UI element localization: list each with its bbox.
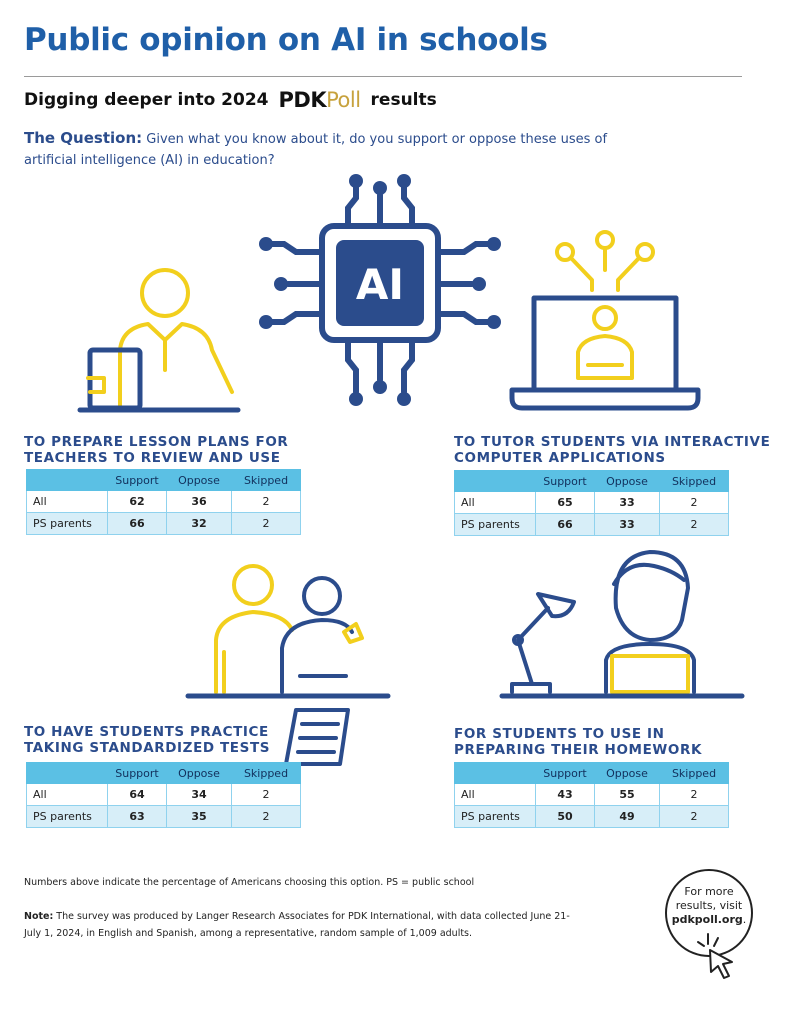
subtitle-text: Digging deeper into 2024 [24, 90, 269, 110]
page-title: Public opinion on AI in schools [24, 22, 548, 58]
pdkpoll-link[interactable]: pdkpoll.org [671, 913, 743, 926]
table-row: PS parents 50 49 2 [454, 805, 729, 828]
table-corner [454, 762, 536, 784]
question-text: Given what you know about it, do you sup… [24, 132, 608, 168]
note-text: The survey was produced by Langer Resear… [24, 911, 570, 939]
results-table-lesson-plans: Support Oppose Skipped All 62 36 2 PS parents… [26, 469, 301, 535]
ai-chip-label: AI [356, 260, 404, 309]
section-heading-tutor: TO TUTOR STUDENTS VIA INTERACTIVE COMPUTE… [454, 434, 771, 466]
survey-note: Note: The survey was produced by Langer … [24, 908, 584, 942]
results-table-homework: Support Oppose Skipped All 43 55 2 PS parents… [454, 762, 729, 828]
more-results-callout[interactable]: For more results, visit pdkpoll.org. [665, 869, 753, 957]
pdk-poll-logo: PDKPoll [278, 88, 362, 112]
section-heading-homework: FOR STUDENTS TO USE IN PREPARING THEIR HO… [454, 726, 703, 758]
teacher-tablet-icon [77, 268, 241, 413]
ai-chip-core [336, 240, 424, 326]
laptop-tutor-icon [509, 230, 701, 411]
table-corner [26, 762, 108, 784]
question-label: The Question: [24, 129, 143, 147]
table-row: All 43 55 2 [454, 783, 729, 806]
table-row: All 64 34 2 [26, 783, 301, 806]
student-homework-icon [499, 550, 745, 699]
test-practice-icon [185, 564, 391, 766]
ai-chip-icon [259, 174, 501, 406]
table-corner [26, 469, 108, 491]
section-heading-lesson-plans: TO PREPARE LESSON PLANS FOR TEACHERS TO R… [24, 434, 289, 466]
question-block: The Question: Given what you know about … [24, 128, 624, 171]
table-row: All 65 33 2 [454, 491, 729, 514]
subtitle: Digging deeper into 2024 PDKPoll results [24, 88, 437, 112]
table-corner [454, 470, 536, 492]
footnote: Numbers above indicate the percentage of… [24, 877, 475, 888]
table-row: PS parents 63 35 2 [26, 805, 301, 828]
results-table-standardized-tests: Support Oppose Skipped All 64 34 2 PS parents… [26, 762, 301, 828]
note-label: Note: [24, 911, 54, 922]
table-row: All 62 36 2 [26, 490, 301, 513]
subtitle-text-end: results [370, 90, 437, 110]
table-row: PS parents 66 32 2 [26, 512, 301, 535]
title-divider [24, 76, 742, 77]
cursor-click-icon [697, 933, 733, 979]
section-heading-standardized-tests: TO HAVE STUDENTS PRACTICE TAKING STANDARD… [24, 724, 271, 756]
table-row: PS parents 66 33 2 [454, 513, 729, 536]
results-table-tutor: Support Oppose Skipped All 65 33 2 PS parents… [454, 470, 729, 536]
